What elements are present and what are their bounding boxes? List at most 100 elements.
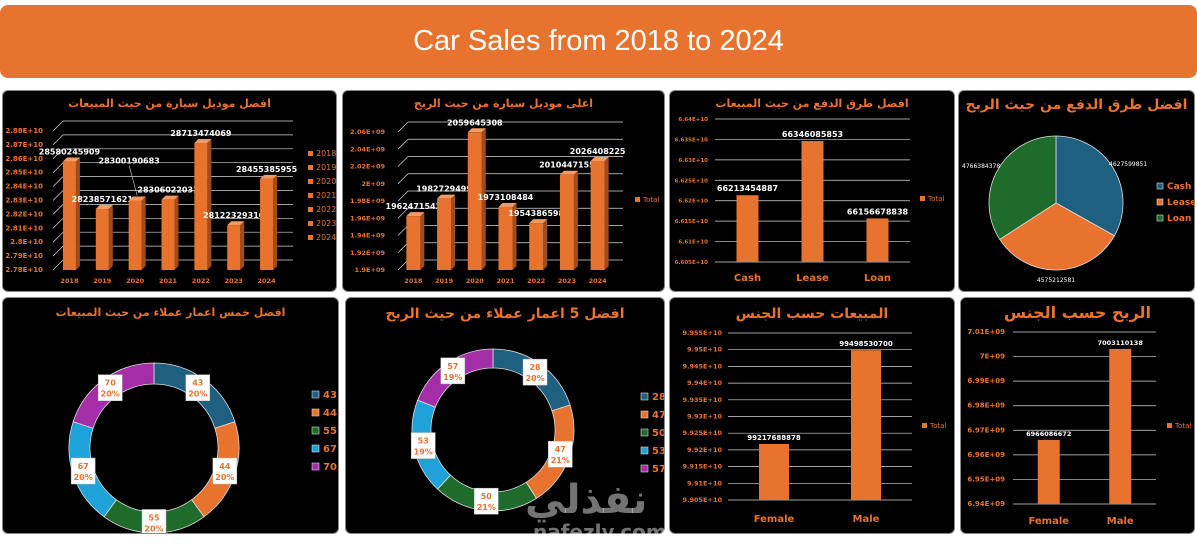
legend-swatch	[311, 426, 320, 435]
x-tick-label: Female	[754, 514, 795, 525]
y-tick-label: 2.78E+10	[5, 266, 43, 274]
legend-swatch	[311, 444, 320, 453]
y-tick-label: 6.98E+09	[967, 402, 1005, 410]
legend-label: 2021	[316, 191, 336, 200]
x-tick-label: 2019	[435, 277, 454, 285]
bar	[1109, 348, 1132, 504]
legend-swatch	[1167, 423, 1172, 428]
bar-top	[260, 174, 278, 179]
legend-swatch	[640, 410, 649, 419]
gridline	[397, 242, 409, 253]
x-tick-label: Loan	[864, 273, 891, 284]
bar-chart-payment-sales: 6.605E+10 6.61E+10 6.615E+10 6.62E+10 6.625E…	[675, 117, 945, 284]
pie-slice	[988, 135, 1057, 240]
data-label-percent: 20%	[525, 374, 544, 383]
y-tick-label: 6.64E+10	[678, 117, 708, 123]
x-tick-label: 2024	[258, 277, 277, 285]
x-tick-label: 2024	[589, 277, 608, 285]
data-label: 4575212581	[1037, 277, 1075, 284]
chart-title: الربح حسب الجنس	[1003, 303, 1152, 322]
data-label-category: 47	[555, 445, 566, 454]
data-label-box	[70, 457, 96, 485]
data-label-category: 53	[418, 437, 429, 446]
chart-title: افضل خمس اعمار عملاء من حيث المبيعات	[55, 306, 286, 319]
bar	[529, 223, 544, 270]
gridline	[397, 173, 409, 184]
data-label-leader-line	[128, 165, 138, 196]
chart-panel-gender-profit[interactable]: الربح حسب الجنس 6.94E+09 6.95E+09 6.96E+09…	[960, 297, 1195, 534]
bar	[437, 198, 452, 270]
data-label-box	[97, 374, 123, 401]
data-label-category: 50	[481, 492, 493, 501]
bar	[194, 143, 208, 270]
bar-top	[590, 156, 609, 161]
data-label: 99217688878	[747, 434, 801, 442]
legend-swatch	[922, 423, 927, 428]
legend-swatch	[920, 196, 925, 201]
legend-label: 2020	[316, 177, 336, 186]
pie-slice	[1055, 135, 1124, 237]
chart-panel-age-profit[interactable]: افضل 5 اعمار عملاء من حيث الربح 28 20% 47 2…	[345, 297, 665, 534]
bar	[227, 225, 241, 270]
data-label: 2010447155	[539, 161, 595, 170]
bar	[801, 141, 824, 262]
data-label-percent: 20%	[188, 390, 207, 399]
data-label-percent: 21%	[477, 503, 496, 512]
y-tick-label: 6.605E+10	[675, 260, 709, 266]
x-tick-label: 2021	[496, 277, 515, 285]
y-tick-label: 6.96E+09	[967, 451, 1005, 459]
data-label-category: 55	[148, 514, 160, 523]
data-label-box	[440, 357, 466, 385]
bar-side	[512, 202, 517, 270]
legend-label: 43	[323, 390, 337, 401]
data-label-percent: 20%	[144, 525, 163, 534]
bar-side	[240, 221, 245, 270]
chart-panel-model-profit[interactable]: اعلى موديل سيارة من حيث الربح 1.9E+09 1.9…	[342, 90, 665, 292]
chart-panel-model-sales[interactable]: افضل موديل سيارة من حيث المبيعات 2.78E+1…	[2, 90, 337, 292]
gridline	[52, 120, 64, 132]
data-label: 6966086672	[1026, 430, 1071, 438]
chart-title: افضل طرق الدفع من جيث الربح	[965, 97, 1188, 113]
y-tick-label: 2.06E+09	[350, 128, 385, 136]
legend-swatch	[308, 151, 313, 156]
y-tick-label: 2.02E+09	[350, 163, 385, 171]
chart-title: المبيعات حسب الجنس	[735, 306, 889, 322]
legend-label: 70	[323, 462, 337, 473]
y-tick-label: 6.99E+09	[967, 377, 1005, 385]
data-label: 66213454887	[717, 184, 778, 193]
legend-label: 2023	[316, 219, 336, 228]
y-tick-label: 2.86E+10	[5, 155, 43, 163]
data-label-box	[548, 440, 573, 468]
data-label-box	[185, 374, 211, 401]
data-label: 66156678838	[847, 207, 909, 216]
legend-swatch	[635, 197, 640, 202]
bar-side	[604, 156, 609, 270]
x-tick-label: Cash	[734, 273, 761, 284]
legend-label: 53	[652, 446, 664, 457]
data-label-percent: 19%	[414, 448, 433, 457]
bar	[590, 160, 605, 270]
chart-panel-gender-sales[interactable]: المبيعات حسب الجنس 9.905E+10 9.91E+10 9.91…	[669, 297, 955, 534]
bar-top	[559, 170, 578, 175]
x-tick-label: 2020	[466, 277, 485, 285]
data-label: 2059645308	[447, 118, 503, 127]
chart-panel-payment-profit[interactable]: افضل طرق الدفع من جيث الربح 4627599851 45…	[958, 90, 1195, 292]
data-label: 1962471542	[386, 202, 442, 211]
data-label: 28580245909	[39, 148, 101, 157]
y-tick-label: 9.905E+10	[683, 496, 723, 504]
y-tick-label: 6.63E+10	[678, 158, 708, 164]
x-tick-label: 2018	[404, 277, 423, 285]
chart-panel-payment-sales[interactable]: افضل طرق الدفع من حيث المبيعات 6.605E+10…	[669, 90, 955, 292]
bar-side	[174, 195, 179, 270]
bar-chart-gender-sales: 9.905E+10 9.91E+10 9.915E+10 9.92E+10 9.925E…	[683, 329, 947, 525]
y-tick-label: 9.94E+10	[687, 379, 722, 387]
data-label: 1982729499	[416, 185, 472, 194]
gridline	[397, 121, 409, 133]
chart-panel-age-sales[interactable]: افضل خمس اعمار عملاء من حيث المبيعات 43 2…	[2, 297, 339, 534]
gridline	[52, 245, 64, 257]
gridline	[52, 259, 64, 271]
legend-label: 57	[652, 464, 664, 475]
legend-label: Total	[929, 422, 946, 430]
legend-label: Total	[1174, 422, 1191, 430]
y-tick-label: 6.94E+09	[967, 500, 1005, 508]
